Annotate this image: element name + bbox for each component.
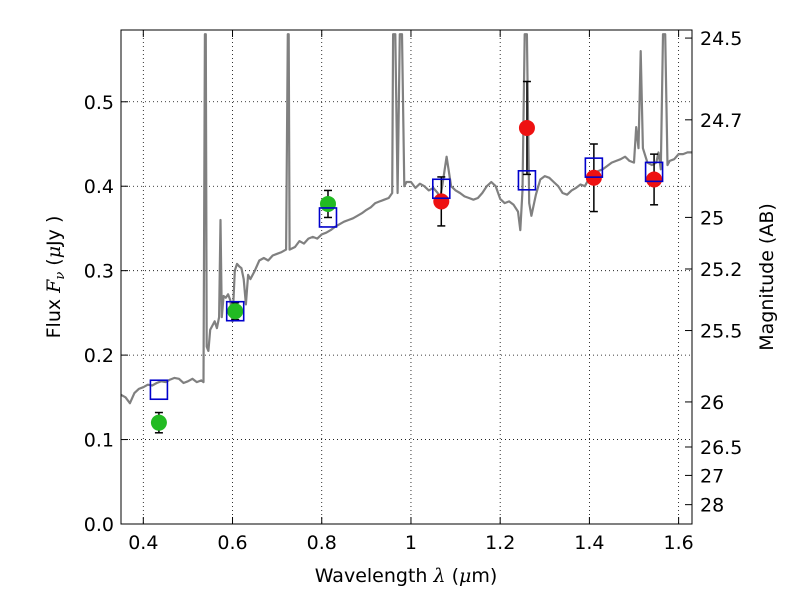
y-tick-label: 0.1 [84,430,114,452]
axis-ticks [121,30,692,525]
green-data-point [150,414,167,431]
x-tick-label: 0.4 [128,532,158,554]
x-tick-label: 1.4 [574,532,604,554]
red-data-point [518,119,535,136]
plot-frame [120,29,693,525]
model-photometry-box [517,170,537,191]
x-tick-label: 1.2 [485,532,515,554]
y2-tick-label: 28 [700,495,724,517]
red-data-point [433,193,450,210]
y2-axis-label: Magnitude (AB) [756,203,778,351]
x-tick-label: 1 [405,532,417,554]
x-tick-labels: 0.4 0.6 0.8 1 1.2 1.4 1.6 [128,532,694,554]
y-tick-label: 0.5 [84,92,114,114]
red-data-point [646,171,663,188]
x-axis-label: Wavelength λ (μm) [315,565,498,587]
model-photometry-box [225,300,245,322]
y2-tick-label: 25.5 [700,321,742,343]
green-data-point [227,303,244,320]
model-photometry-boxes [149,157,664,401]
x-tick-label: 0.8 [307,532,337,554]
y2-tick-label: 24.5 [700,28,742,50]
y2-tick-label: 26 [700,392,724,414]
model-photometry-box [584,157,604,178]
y-tick-labels: 0.0 0.1 0.2 0.3 0.4 0.5 [84,92,114,536]
model-photometry-box [431,178,451,200]
y-tick-label: 0.2 [84,345,114,367]
y2-tick-label: 25 [700,207,724,229]
green-data-point [319,195,336,212]
plot-area [121,30,692,524]
x-tick-label: 1.6 [664,532,694,554]
x-tick-label: 0.6 [217,532,247,554]
y2-tick-labels: 24.5 24.7 25 25.2 25.5 26 26.5 27 28 [700,28,742,517]
y2-tick-label: 24.7 [700,110,742,132]
y-tick-label: 0.4 [84,176,114,198]
model-photometry-box [149,379,169,401]
y-tick-label: 0.0 [84,514,114,536]
model-photometry-box [644,161,664,183]
y2-tick-label: 26.5 [700,437,742,459]
y2-tick-label: 25.2 [700,259,742,281]
y-tick-label: 0.3 [84,261,114,283]
model-photometry-box [318,207,338,228]
y2-tick-label: 27 [700,465,724,487]
y-axis-label: Flux Fν (μJy ) [43,216,68,339]
